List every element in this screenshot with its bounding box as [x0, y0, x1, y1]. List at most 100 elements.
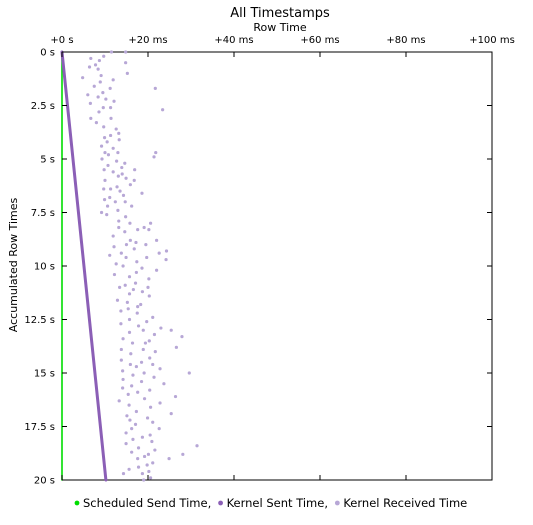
x-axis-label: Row Time: [253, 21, 307, 34]
data-point: [147, 469, 151, 474]
data-point: [109, 116, 113, 120]
data-point: [109, 50, 114, 54]
data-point: [136, 446, 141, 450]
data-point: [134, 270, 138, 275]
data-point: [124, 215, 128, 219]
x-tick-label: +100 ms: [469, 35, 515, 46]
data-point: [141, 347, 145, 352]
data-point: [124, 442, 128, 446]
data-point: [114, 127, 118, 131]
data-point: [121, 193, 126, 197]
data-point: [123, 200, 127, 204]
data-point: [81, 76, 85, 80]
data-point: [158, 367, 162, 371]
data-point: [152, 155, 156, 159]
data-point: [174, 345, 178, 349]
data-point: [121, 377, 125, 382]
data-point: [127, 292, 132, 296]
data-point: [119, 358, 123, 362]
data-point: [99, 73, 103, 78]
data-point: [142, 454, 147, 459]
data-point: [131, 287, 135, 292]
data-point: [105, 213, 109, 217]
data-point: [155, 238, 159, 242]
data-point: [117, 399, 121, 403]
data-point: [140, 191, 144, 195]
y-axis-label: Accumulated Row Times: [7, 198, 20, 333]
data-point: [111, 146, 115, 150]
x-tick-label: +0 s: [50, 35, 73, 46]
data-point: [126, 392, 130, 396]
data-point: [147, 339, 151, 343]
data-point: [119, 251, 123, 255]
data-point: [136, 457, 140, 461]
x-tick-label: +20 ms: [128, 35, 167, 46]
data-point: [144, 243, 148, 247]
data-point: [97, 58, 102, 63]
data-point: [127, 317, 132, 322]
legend-entry: Scheduled Send Time: [83, 496, 208, 510]
data-point: [130, 341, 135, 345]
data-point: [124, 61, 128, 65]
data-point: [153, 350, 157, 354]
data-point: [111, 234, 115, 238]
data-point: [120, 165, 124, 170]
data-point: [140, 266, 144, 270]
data-point: [142, 371, 146, 375]
legend-entry: Kernel Sent Time: [227, 496, 325, 510]
data-point: [112, 272, 117, 277]
data-point: [94, 121, 98, 125]
data-point: [114, 262, 118, 266]
y-tick-label: 5 s: [40, 155, 55, 166]
data-point: [125, 71, 129, 75]
data-point: [108, 86, 112, 90]
data-point: [124, 50, 128, 54]
data-point: [117, 131, 121, 135]
data-point: [139, 379, 144, 384]
data-point: [121, 369, 125, 373]
data-point: [146, 452, 151, 456]
data-point: [101, 91, 105, 95]
legend-separator: ,: [324, 496, 328, 510]
data-point: [169, 412, 173, 416]
y-tick-label: 10 s: [34, 262, 55, 273]
data-point: [92, 84, 96, 88]
y-tick-label: 17.5 s: [24, 422, 55, 433]
data-point: [121, 471, 126, 476]
data-point: [89, 116, 93, 120]
data-point: [132, 178, 136, 182]
data-point: [112, 99, 116, 103]
data-point: [117, 225, 121, 230]
data-point: [127, 403, 131, 407]
data-point: [148, 356, 152, 360]
data-point: [99, 144, 104, 148]
data-point: [142, 397, 147, 401]
data-point: [126, 307, 130, 311]
data-point: [125, 414, 129, 418]
data-point: [87, 65, 92, 69]
data-point: [123, 161, 127, 165]
data-point: [104, 97, 108, 101]
data-point: [119, 347, 123, 352]
data-point: [140, 290, 145, 294]
data-point: [136, 465, 141, 469]
data-point: [131, 373, 135, 377]
data-point: [89, 56, 93, 61]
data-point: [167, 457, 171, 461]
data-point: [116, 150, 120, 155]
data-point: [99, 210, 104, 215]
data-point: [136, 305, 140, 309]
data-point: [100, 157, 104, 161]
data-point: [128, 183, 132, 187]
data-point: [108, 195, 112, 200]
data-point: [132, 247, 136, 251]
data-point: [135, 260, 139, 264]
data-point: [106, 153, 111, 157]
data-point: [123, 230, 127, 234]
data-point: [157, 427, 161, 431]
data-point: [169, 328, 173, 332]
data-point: [148, 433, 152, 437]
data-point: [155, 268, 159, 272]
y-tick-label: 20 s: [34, 476, 55, 487]
data-point: [129, 352, 133, 356]
